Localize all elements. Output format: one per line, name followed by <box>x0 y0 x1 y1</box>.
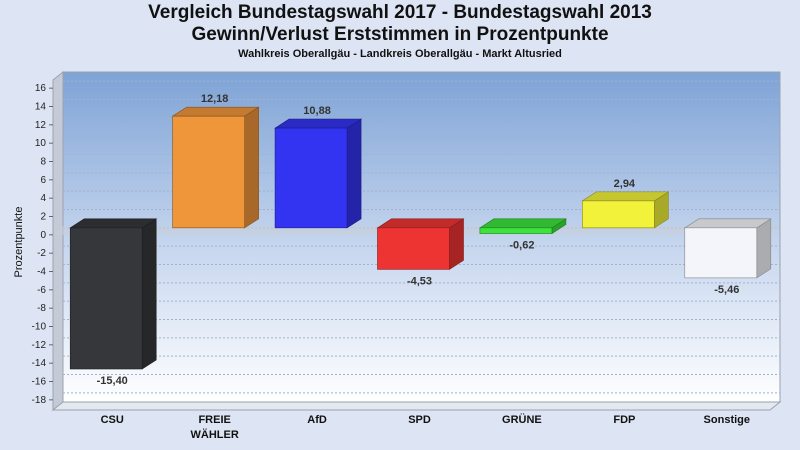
bar-2 <box>274 118 363 229</box>
y-tick-label: -14 <box>32 358 47 369</box>
y-tick-label: -8 <box>37 303 46 314</box>
y-tick-label: 4 <box>40 193 46 204</box>
y-tick-label: 6 <box>40 175 46 186</box>
chart-title: Vergleich Bundestagswahl 2017 - Bundesta… <box>148 2 652 23</box>
y-tick-label: -2 <box>37 248 46 259</box>
x-tick-label: GRÜNE <box>502 413 542 426</box>
y-tick-label: 14 <box>35 102 47 113</box>
bar-0 <box>69 218 158 370</box>
y-tick-label: 10 <box>35 138 47 149</box>
x-axis-labels: CSU FREIE WÄHLER AfD SPD GRÜNE FDP Sonstige <box>101 413 750 441</box>
y-tick-label: -6 <box>37 285 46 296</box>
y-tick-label: 16 <box>35 83 47 94</box>
bar-5 <box>581 191 670 229</box>
value-label: 12,18 <box>201 93 229 105</box>
x-tick-label: AfD <box>307 414 327 426</box>
y-tick-label: -18 <box>32 395 47 406</box>
value-label: -5,46 <box>714 284 739 296</box>
y-tick-label: 2 <box>40 212 46 223</box>
value-label: -4,53 <box>407 275 432 287</box>
value-label: -15,40 <box>97 375 128 387</box>
title-block: Vergleich Bundestagswahl 2017 - Bundesta… <box>0 2 800 62</box>
bar-3 <box>376 218 465 270</box>
y-tick-label: 8 <box>40 157 46 168</box>
y-tick-label: -4 <box>37 267 46 278</box>
y-tick-label: -10 <box>32 322 47 333</box>
value-label: 10,88 <box>303 105 331 117</box>
y-tick-label: 0 <box>40 230 46 241</box>
chart-subtitle: Gewinn/Verlust Erststimmen in Prozentpun… <box>191 24 609 45</box>
bars <box>69 106 772 370</box>
x-tick-label: CSU <box>101 414 124 426</box>
y-tick-label: 12 <box>35 120 47 131</box>
x-tick-label: FREIE <box>198 414 230 426</box>
x-tick-label: WÄHLER <box>191 428 239 441</box>
x-tick-label: Sonstige <box>704 414 750 426</box>
bar-6 <box>683 218 772 279</box>
y-axis-label: Prozentpunkte <box>13 207 25 278</box>
value-labels: -15,40 12,18 10,88 -4,53 -0,62 2,94 -5,46 <box>97 93 740 387</box>
value-label: -0,62 <box>509 240 534 252</box>
y-axis-ticks: 16 14 12 10 8 6 4 2 0 -2 -4 -6 -8 -10 -12 -14 -16 -18 <box>32 83 53 406</box>
y-tick-label: -12 <box>32 340 47 351</box>
value-label: 2,94 <box>614 178 636 190</box>
x-tick-label: SPD <box>408 414 431 426</box>
y-tick-label: -16 <box>32 377 47 388</box>
bar-4 <box>478 218 567 235</box>
bar-1 <box>171 106 260 229</box>
chart-region: Wahlkreis Oberallgäu - Landkreis Oberall… <box>238 48 562 60</box>
x-tick-label: FDP <box>613 414 635 426</box>
